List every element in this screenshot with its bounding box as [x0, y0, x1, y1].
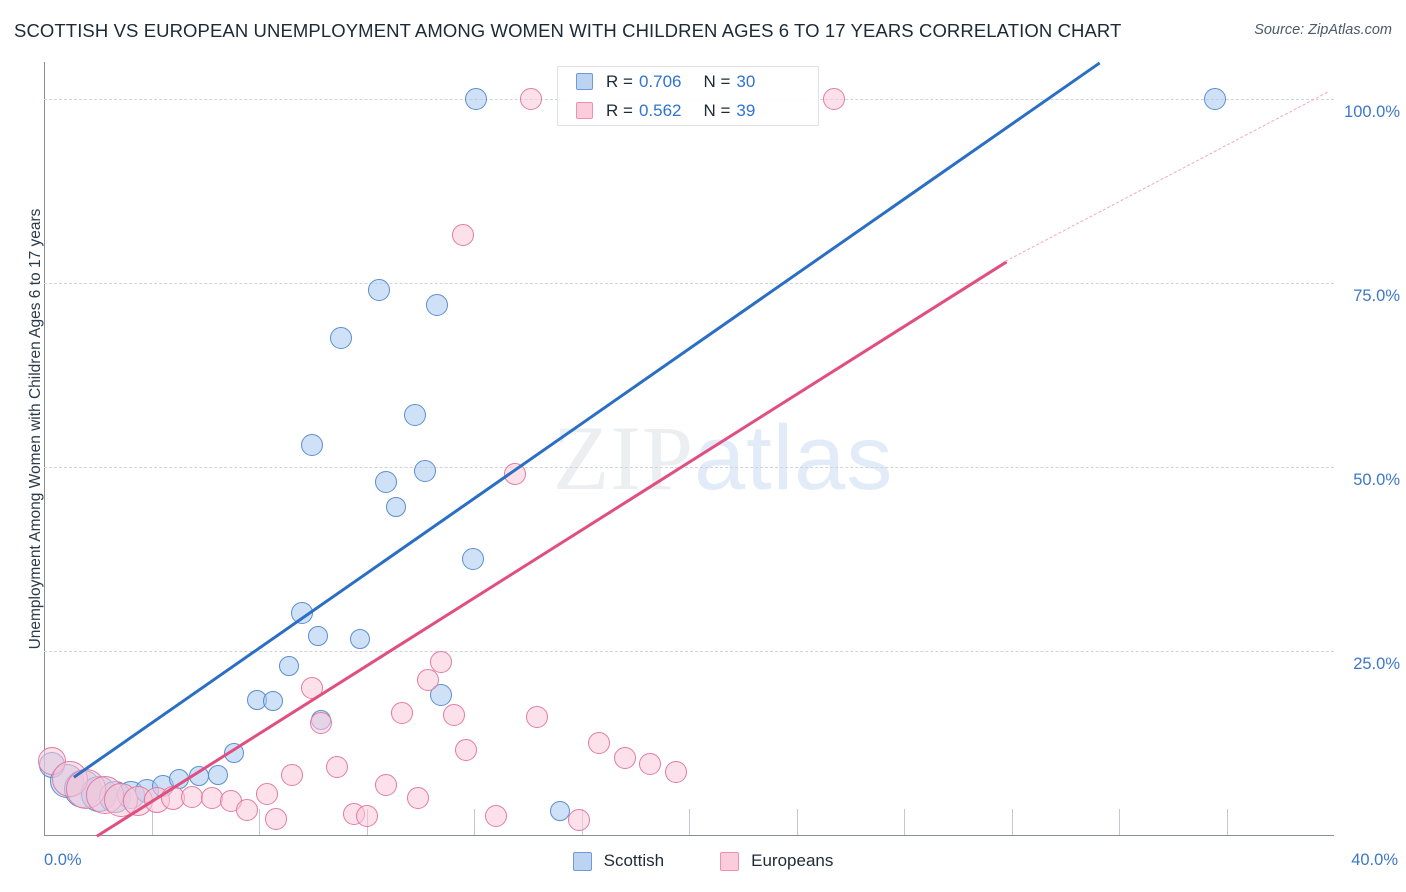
legend-europeans-swatch-icon	[720, 851, 740, 871]
x-axis-tick	[904, 809, 905, 835]
data-point-scottish[interactable]	[262, 691, 283, 711]
europeans-swatch-icon	[576, 102, 593, 119]
data-point-europeans[interactable]	[823, 87, 846, 110]
data-point-europeans[interactable]	[374, 773, 397, 796]
data-point-europeans[interactable]	[639, 753, 662, 776]
data-point-scottish[interactable]	[291, 601, 313, 624]
x-axis-tick	[151, 809, 153, 835]
stats-row-europeans: R = 0.562 N = 39	[558, 96, 818, 125]
source-label: Source: ZipAtlas.com	[1254, 22, 1392, 38]
data-point-scottish[interactable]	[385, 497, 406, 518]
gridline-y	[44, 282, 1334, 284]
legend-scottish-swatch-icon	[572, 851, 592, 871]
data-point-scottish[interactable]	[368, 279, 391, 302]
data-point-europeans[interactable]	[526, 706, 549, 729]
data-point-europeans[interactable]	[281, 763, 304, 786]
data-point-scottish[interactable]	[465, 87, 488, 110]
data-point-scottish[interactable]	[461, 547, 484, 570]
data-point-scottish[interactable]	[426, 293, 449, 316]
data-point-europeans[interactable]	[587, 731, 610, 754]
y-axis-title: Unemployment Among Women with Children A…	[27, 208, 44, 650]
data-point-scottish[interactable]	[429, 684, 452, 707]
x-axis-tick	[1011, 809, 1013, 835]
data-point-europeans[interactable]	[416, 669, 439, 692]
trendline-dashed-europeans	[1005, 91, 1328, 262]
x-axis-tick	[474, 809, 475, 835]
x-axis-label-max: 40.0%	[1351, 851, 1398, 869]
data-point-europeans[interactable]	[484, 804, 507, 827]
x-axis-tick	[1119, 809, 1120, 835]
scottish-r-label: R =	[606, 71, 633, 91]
data-point-europeans[interactable]	[236, 798, 259, 821]
legend-europeans-label: Europeans	[751, 851, 834, 870]
data-point-europeans[interactable]	[355, 804, 378, 827]
data-point-scottish[interactable]	[374, 470, 397, 493]
x-axis-tick	[259, 809, 260, 835]
data-point-europeans[interactable]	[326, 756, 349, 779]
scottish-swatch-icon	[576, 73, 593, 90]
data-point-scottish[interactable]	[208, 764, 229, 785]
data-point-europeans[interactable]	[310, 712, 333, 735]
stats-row-scottish: R = 0.706 N = 30	[558, 67, 818, 96]
data-point-europeans[interactable]	[390, 701, 413, 724]
legend-item-europeans[interactable]: Europeans	[720, 851, 833, 871]
europeans-r-value: 0.562	[638, 100, 682, 120]
europeans-n-value: 39	[736, 100, 756, 120]
data-point-europeans[interactable]	[442, 704, 465, 726]
data-point-scottish[interactable]	[550, 801, 570, 822]
data-point-scottish[interactable]	[413, 459, 436, 482]
data-point-scottish[interactable]	[329, 327, 352, 350]
y-axis-tick-label: 25.0%	[1353, 654, 1400, 673]
data-point-scottish[interactable]	[300, 433, 323, 456]
trendline-europeans	[95, 260, 1007, 838]
data-point-europeans[interactable]	[452, 224, 475, 246]
europeans-n-label: N =	[703, 100, 731, 120]
data-point-scottish[interactable]	[279, 655, 300, 676]
y-axis-line	[44, 62, 45, 835]
page-title: SCOTTISH VS EUROPEAN UNEMPLOYMENT AMONG …	[14, 20, 1122, 41]
x-axis-line	[44, 835, 1334, 836]
data-point-europeans[interactable]	[265, 807, 288, 830]
x-axis-label-min: 0.0%	[44, 851, 82, 869]
x-axis-tick	[796, 809, 798, 835]
x-axis-tick	[1226, 809, 1228, 835]
y-axis-tick-label: 75.0%	[1353, 286, 1400, 305]
data-point-europeans[interactable]	[407, 787, 430, 810]
legend-item-scottish[interactable]: Scottish	[572, 851, 665, 871]
data-point-europeans[interactable]	[665, 760, 688, 783]
gridline-y	[44, 650, 1334, 652]
chart-legend: Scottish Europeans	[0, 851, 1406, 871]
data-point-europeans[interactable]	[455, 739, 478, 762]
gridline-y	[44, 466, 1334, 468]
x-axis-tick	[689, 809, 690, 835]
trendline-scottish	[73, 61, 1101, 779]
data-point-europeans[interactable]	[568, 809, 591, 832]
legend-scottish-label: Scottish	[603, 851, 665, 870]
data-point-scottish[interactable]	[403, 404, 426, 427]
scottish-r-value: 0.706	[638, 71, 682, 91]
data-point-europeans[interactable]	[519, 87, 542, 110]
scottish-n-value: 30	[736, 71, 756, 91]
data-point-europeans[interactable]	[255, 782, 278, 805]
data-point-scottish[interactable]	[224, 742, 245, 763]
scottish-n-label: N =	[703, 71, 731, 91]
y-axis-tick-label: 50.0%	[1353, 470, 1400, 489]
europeans-r-label: R =	[606, 100, 633, 120]
data-point-europeans[interactable]	[613, 746, 636, 769]
y-axis-tick-label: 100.0%	[1344, 102, 1400, 121]
data-point-scottish[interactable]	[308, 626, 329, 647]
plot-area	[38, 61, 1334, 838]
data-point-europeans[interactable]	[429, 650, 452, 673]
data-point-europeans[interactable]	[503, 463, 526, 486]
correlation-stats-box: R = 0.706 N = 30 R = 0.562 N = 39	[557, 66, 819, 126]
data-point-scottish[interactable]	[350, 629, 371, 650]
data-point-scottish[interactable]	[1203, 87, 1226, 110]
data-point-europeans[interactable]	[300, 676, 323, 699]
